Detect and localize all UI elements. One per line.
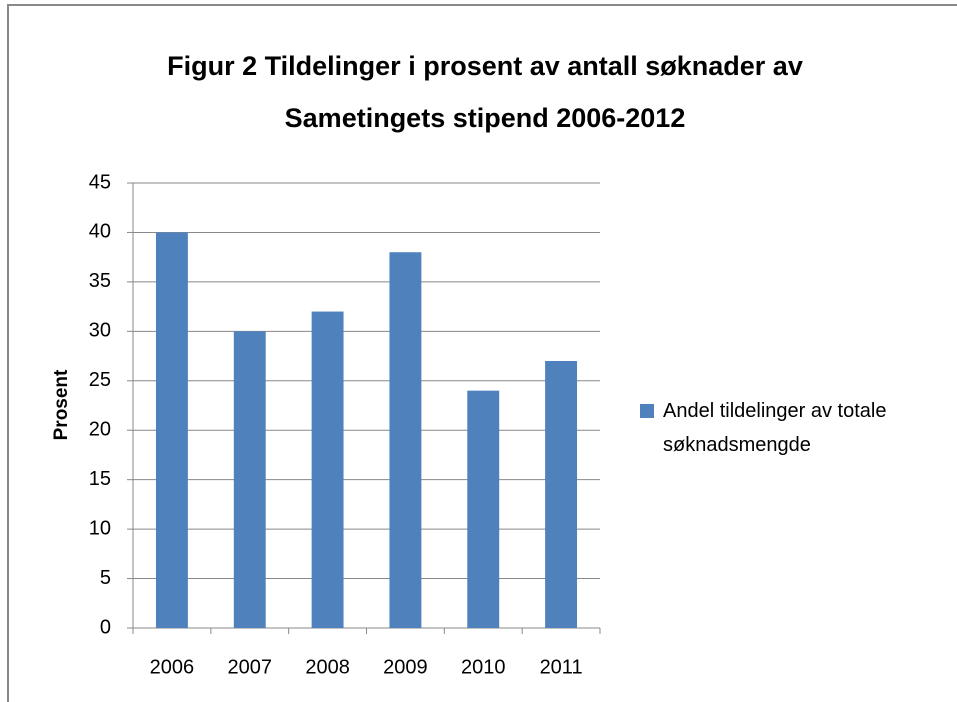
y-tick-label: 45 [89, 171, 111, 193]
y-tick-label: 35 [89, 270, 111, 292]
x-tick-label: 2006 [150, 656, 195, 678]
bar [311, 311, 344, 628]
bar [545, 361, 578, 628]
bar [467, 390, 500, 628]
y-tick-label: 0 [100, 616, 111, 638]
bar [155, 232, 188, 628]
y-tick-label: 10 [89, 517, 111, 539]
legend-swatch [640, 404, 654, 418]
bar [233, 331, 266, 628]
x-tick-label: 2010 [461, 656, 506, 678]
bar [389, 252, 422, 628]
x-tick-label: 2008 [305, 656, 350, 678]
x-tick-label: 2011 [540, 656, 583, 678]
legend-label: Andel tildelinger av totale søknadsmengd… [663, 400, 887, 456]
x-tick-label: 2009 [383, 656, 428, 678]
chart-title: Figur 2 Tildelinger i prosent av antall … [167, 51, 803, 133]
y-tick-label: 5 [100, 567, 111, 589]
y-tick-label: 15 [89, 468, 111, 490]
y-tick-label: 30 [89, 320, 111, 342]
y-tick-label: 40 [89, 221, 111, 243]
y-tick-label: 20 [89, 419, 111, 441]
y-axis-label: Prosent [51, 369, 72, 440]
x-tick-label: 2007 [228, 656, 273, 678]
y-tick-label: 25 [89, 369, 111, 391]
chart-border [7, 4, 957, 702]
